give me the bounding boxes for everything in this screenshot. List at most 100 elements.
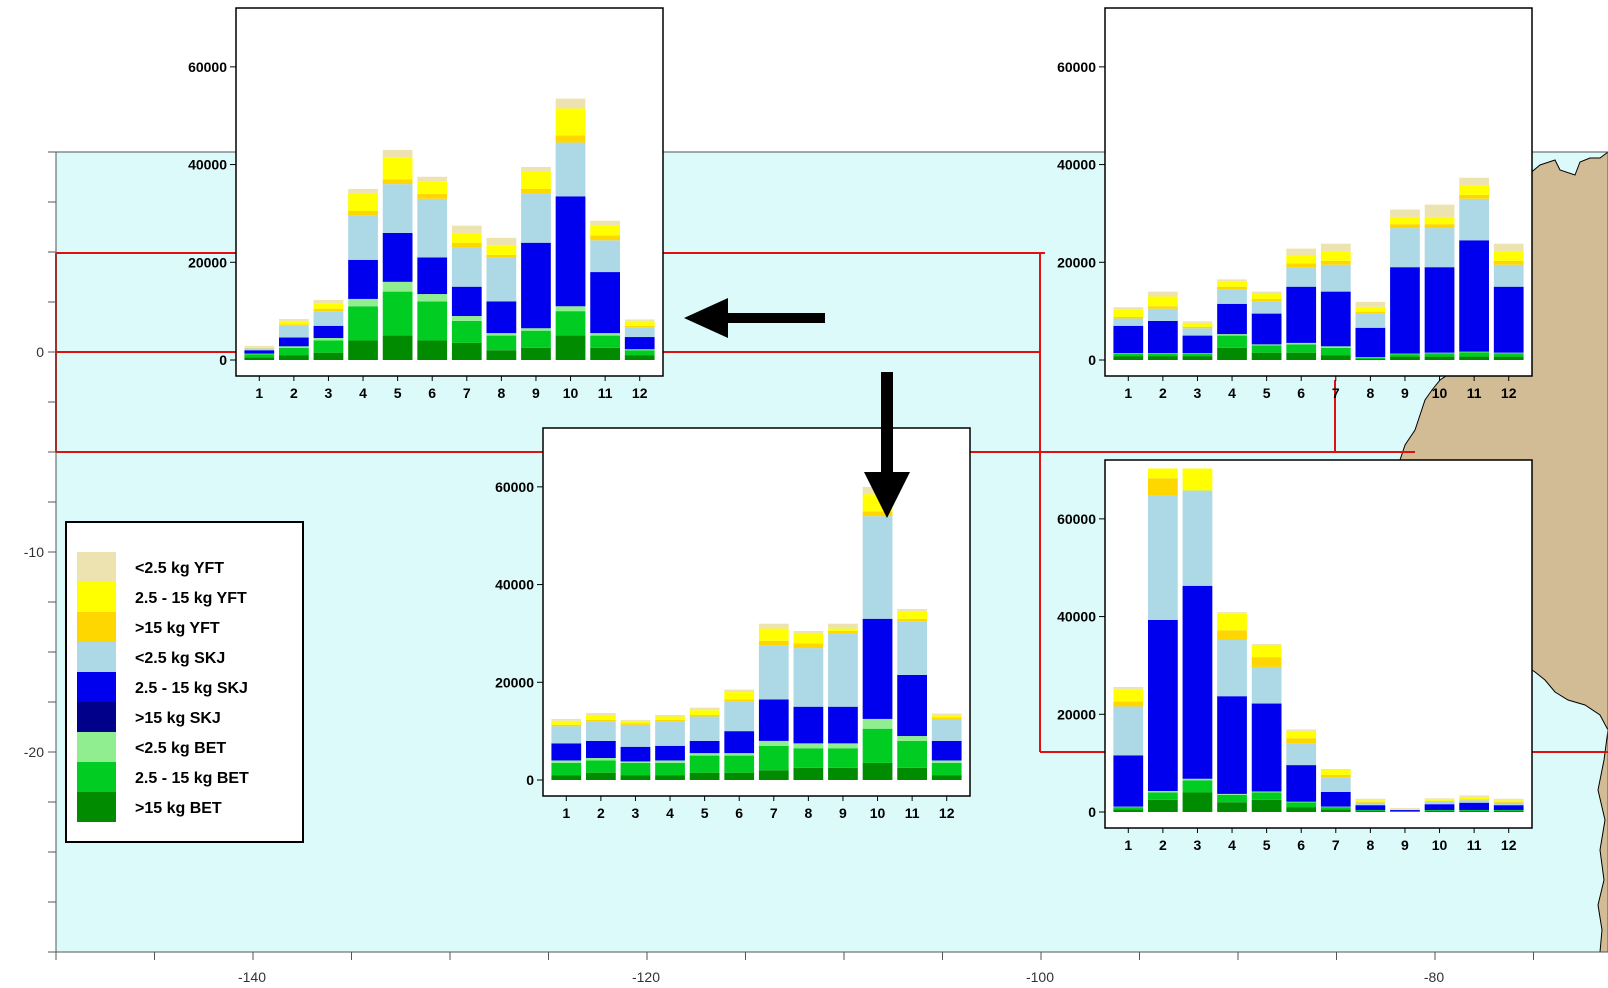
bar-segment	[279, 325, 309, 338]
bar-segment	[1424, 800, 1455, 802]
inset-xtick-label: 8	[1366, 837, 1374, 853]
bar-segment	[1182, 353, 1213, 357]
bar-segment	[555, 108, 586, 136]
inset-xtick-label: 9	[1401, 837, 1409, 853]
legend-item: <2.5 kg YFT	[77, 552, 224, 582]
bar-segment	[828, 628, 858, 631]
bar-segment	[1217, 279, 1247, 282]
bar-segment	[793, 633, 824, 644]
bar-segment	[590, 220, 620, 226]
bar-segment	[724, 701, 755, 732]
map-ytick-label: -20	[24, 744, 44, 760]
inset-xtick-label: 10	[1432, 837, 1448, 853]
bar-segment	[1148, 619, 1178, 791]
bar-segment	[555, 335, 586, 360]
bar-segment	[862, 618, 893, 719]
bar-segment	[1286, 344, 1317, 353]
map-ytick-label: 0	[36, 344, 44, 360]
inset-xtick-label: 12	[939, 805, 955, 821]
bar-segment	[586, 721, 616, 741]
bar-segment	[1355, 798, 1386, 801]
bar-segment	[586, 758, 616, 761]
bar-segment	[1217, 335, 1247, 348]
bar-segment	[279, 346, 309, 348]
map-xtick-label: -120	[632, 969, 660, 985]
bar-segment	[1493, 798, 1524, 801]
bar-segment	[689, 715, 720, 717]
bar-segment	[1493, 353, 1524, 357]
bar-segment	[348, 306, 378, 341]
bar-segment	[1251, 291, 1282, 295]
bar-segment	[1217, 640, 1247, 697]
bar-segment	[590, 240, 620, 273]
bar-segment	[348, 298, 378, 307]
bar-segment	[1217, 794, 1247, 803]
bar-segment	[590, 347, 620, 360]
bar-segment	[1424, 356, 1455, 360]
bar-segment	[1320, 243, 1351, 252]
bar-segment	[793, 630, 824, 634]
map-xtick-label: -80	[1424, 969, 1444, 985]
bar-segment	[586, 760, 616, 773]
bar-segment	[417, 198, 448, 258]
bar-segment	[1251, 792, 1282, 800]
bar-segment	[1320, 769, 1351, 775]
bar-segment	[417, 181, 448, 194]
inset-xtick-label: 3	[1194, 837, 1202, 853]
legend-swatch	[77, 792, 116, 822]
bar-segment	[486, 350, 517, 360]
inset-ytick-label: 20000	[1057, 254, 1096, 270]
inset-ytick-label: 0	[1088, 352, 1096, 368]
legend-label: 2.5 - 15 kg SKJ	[135, 680, 248, 697]
bar-segment	[724, 772, 755, 780]
inset-ytick-label: 20000	[1057, 706, 1096, 722]
bar-segment	[1251, 791, 1282, 793]
bar-segment	[1286, 802, 1317, 808]
bar-segment	[758, 699, 789, 741]
bar-segment	[382, 184, 413, 233]
bar-segment	[1459, 185, 1489, 195]
bar-segment	[931, 762, 962, 776]
bar-segment	[897, 618, 927, 622]
bar-segment	[828, 623, 858, 629]
bar-segment	[1424, 810, 1455, 812]
bar-segment	[382, 232, 413, 282]
bar-segment	[1113, 689, 1144, 702]
bar-segment	[1251, 345, 1282, 353]
legend-label: >15 kg SKJ	[135, 710, 221, 727]
inset-xtick-label: 3	[1194, 385, 1202, 401]
inset-xtick-label: 2	[1159, 837, 1167, 853]
bar-segment	[1424, 811, 1455, 812]
bar-segment	[1459, 240, 1489, 352]
bar-segment	[624, 337, 655, 350]
bar-segment	[1320, 809, 1351, 812]
bar-segment	[244, 346, 275, 348]
bar-segment	[1251, 703, 1282, 792]
inset-ytick-label: 40000	[188, 157, 227, 173]
bar-segment	[417, 301, 448, 341]
bar-segment	[655, 745, 685, 761]
bar-segment	[1217, 612, 1247, 614]
bar-segment	[724, 755, 755, 773]
inset-ytick-label: 0	[1088, 804, 1096, 820]
bar-segment	[1493, 811, 1524, 812]
bar-segment	[486, 237, 517, 246]
bar-segment	[382, 335, 413, 360]
bar-segment	[1459, 800, 1489, 803]
bar-segment	[1355, 311, 1386, 314]
inset-xtick-label: 1	[255, 385, 263, 401]
bar-segment	[1113, 309, 1144, 318]
bar-segment	[590, 335, 620, 348]
bar-segment	[624, 350, 655, 356]
legend: <2.5 kg YFT 2.5 - 15 kg YFT >15 kg YFT <…	[65, 521, 304, 843]
inset-xtick-label: 9	[532, 385, 540, 401]
bar-segment	[244, 348, 275, 351]
bar-segment	[897, 767, 927, 780]
bar-segment	[279, 318, 309, 322]
bar-segment	[1182, 335, 1213, 354]
bar-segment	[313, 308, 344, 312]
bar-segment	[758, 645, 789, 700]
bar-segment	[1424, 267, 1455, 353]
bar-segment	[1148, 495, 1178, 620]
bar-segment	[279, 324, 309, 326]
